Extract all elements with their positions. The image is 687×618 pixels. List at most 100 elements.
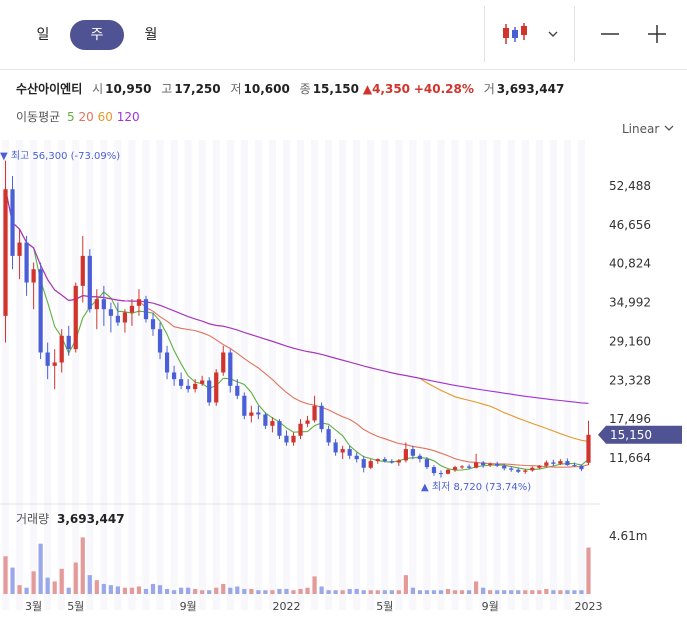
candle-body [38,269,43,353]
current-price-tag: 15,150 [598,425,682,444]
low-value: 10,600 [243,82,290,96]
volume-bar [551,590,556,594]
volume-bar [66,587,71,594]
candle [179,372,184,390]
candle-body [242,395,247,416]
volume-title: 거래량 [16,512,49,526]
candle [340,445,345,460]
chevron-down-icon[interactable] [546,20,560,48]
volume-bar [445,588,451,594]
volume-bar [495,590,500,594]
candle [129,299,135,326]
candle-body [150,319,156,330]
tab-week[interactable]: 주 [70,20,124,50]
scale-mode-button[interactable]: Linear [622,122,675,136]
up-arrow-icon: ▲ [362,82,373,96]
grid-stripe [72,140,80,610]
volume-bar [537,590,542,594]
x-tick-label: 9월 [180,600,197,613]
volume-bar [523,590,528,594]
candle-body [382,459,387,462]
candle [361,455,366,473]
y-tick-label: 23,328 [609,373,651,387]
volume-bar [516,590,521,594]
candle [537,465,542,470]
volume-bar [389,590,394,594]
volume-bar [277,588,282,594]
grid-stripe [563,140,571,610]
candle [298,419,303,440]
x-tick-label: 2023 [574,600,602,613]
volume-bar [572,590,577,594]
close-value: 15,150 [312,82,359,96]
volume-bar [207,590,212,594]
candle-body [368,461,373,468]
candle-body [438,473,444,475]
grid-stripe [493,140,501,610]
price-chart[interactable]: 52,488 46,656 40,824 34,992 29,160 23,328 17,4… [0,140,687,618]
candle-body [551,462,556,464]
candle [523,469,528,474]
candle [396,459,401,466]
candle [17,229,22,280]
candle [200,375,205,386]
toolbar-bottom-border [0,69,687,70]
grid-stripe [577,140,585,610]
candle-body [509,468,514,470]
minus-icon[interactable] [598,20,622,48]
candle-body [186,385,191,390]
candle-body [249,412,254,416]
volume-bar [481,587,486,594]
volume-bar [3,556,8,594]
chevron-down-icon [664,125,674,131]
volume-bar [403,575,408,594]
candle-body [164,352,170,373]
volume-bar [375,590,380,594]
volume-bar [193,588,198,594]
volume-bar [80,537,85,594]
change-percent: +40.28% [413,82,474,96]
grid-stripe [30,140,38,610]
volume-bar [235,586,240,594]
candle-body [73,285,78,350]
scale-mode-label: Linear [622,122,660,136]
high-label: 고 [161,82,173,96]
y-tick-label: 29,160 [609,334,651,348]
candle-body [193,383,198,390]
candle [164,345,170,380]
candle-body [326,429,331,443]
volume-bar [17,585,22,594]
candle-body [410,449,415,456]
candle-body [586,434,591,463]
volume-bar [368,590,373,594]
volume-bar [326,590,331,594]
grid-stripe [325,140,333,610]
candle [347,445,352,460]
candle [481,461,486,468]
candle-body [101,299,106,310]
grid-stripe [156,140,164,610]
volume-bar [73,562,78,594]
candle [101,285,106,326]
candle-body [221,352,226,373]
candle-body [298,423,303,436]
volume-bar [333,590,338,594]
tab-month[interactable]: 월 [144,27,158,43]
candlestick-icon[interactable] [500,20,530,48]
candle [66,325,71,356]
candle [214,369,219,406]
volume-bar [340,590,345,594]
grid-stripe [367,140,375,610]
plus-icon[interactable] [645,20,669,48]
volume-bar [263,590,268,594]
candle [157,322,163,360]
volume-bar [10,567,15,594]
candle-body [403,449,408,461]
grid-stripe [142,140,150,610]
volume-bar [530,590,535,594]
volume-bar [150,583,156,594]
tab-day[interactable]: 일 [36,27,50,43]
candle-body [10,189,15,256]
y-tick-label: 34,992 [609,296,651,310]
grid-stripe [395,140,403,610]
